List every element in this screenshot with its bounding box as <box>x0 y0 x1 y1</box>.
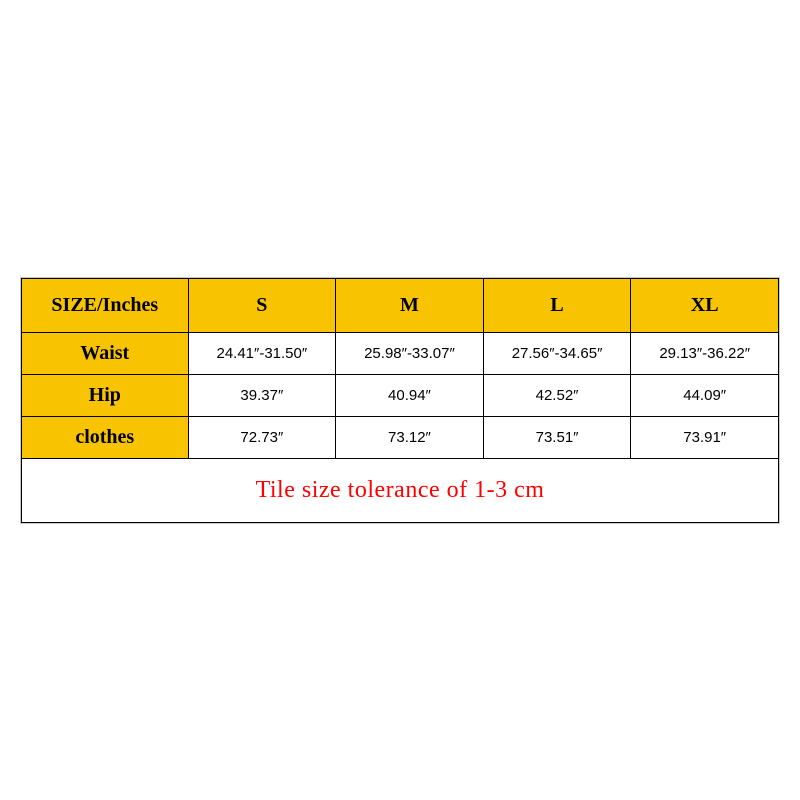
col-header-m: M <box>336 278 484 332</box>
row-label-waist: Waist <box>22 332 189 374</box>
tolerance-note: Tile size tolerance of 1-3 cm <box>22 458 779 522</box>
cell-clothes-l: 73.51″ <box>483 416 631 458</box>
header-row: SIZE/Inches S M L XL <box>22 278 779 332</box>
col-header-xl: XL <box>631 278 779 332</box>
cell-hip-s: 39.37″ <box>188 374 336 416</box>
cell-waist-l: 27.56″-34.65″ <box>483 332 631 374</box>
cell-hip-l: 42.52″ <box>483 374 631 416</box>
note-row: Tile size tolerance of 1-3 cm <box>22 458 779 522</box>
table-row: Waist 24.41″-31.50″ 25.98″-33.07″ 27.56″… <box>22 332 779 374</box>
col-header-l: L <box>483 278 631 332</box>
cell-waist-xl: 29.13″-36.22″ <box>631 332 779 374</box>
cell-clothes-s: 72.73″ <box>188 416 336 458</box>
col-header-s: S <box>188 278 336 332</box>
row-label-hip: Hip <box>22 374 189 416</box>
cell-waist-s: 24.41″-31.50″ <box>188 332 336 374</box>
cell-hip-xl: 44.09″ <box>631 374 779 416</box>
row-label-clothes: clothes <box>22 416 189 458</box>
table-row: clothes 72.73″ 73.12″ 73.51″ 73.91″ <box>22 416 779 458</box>
cell-clothes-m: 73.12″ <box>336 416 484 458</box>
corner-header: SIZE/Inches <box>22 278 189 332</box>
cell-clothes-xl: 73.91″ <box>631 416 779 458</box>
size-chart-table: SIZE/Inches S M L XL Waist 24.41″-31.50″… <box>21 278 779 523</box>
cell-waist-m: 25.98″-33.07″ <box>336 332 484 374</box>
table-row: Hip 39.37″ 40.94″ 42.52″ 44.09″ <box>22 374 779 416</box>
size-chart-container: SIZE/Inches S M L XL Waist 24.41″-31.50″… <box>20 277 780 524</box>
cell-hip-m: 40.94″ <box>336 374 484 416</box>
